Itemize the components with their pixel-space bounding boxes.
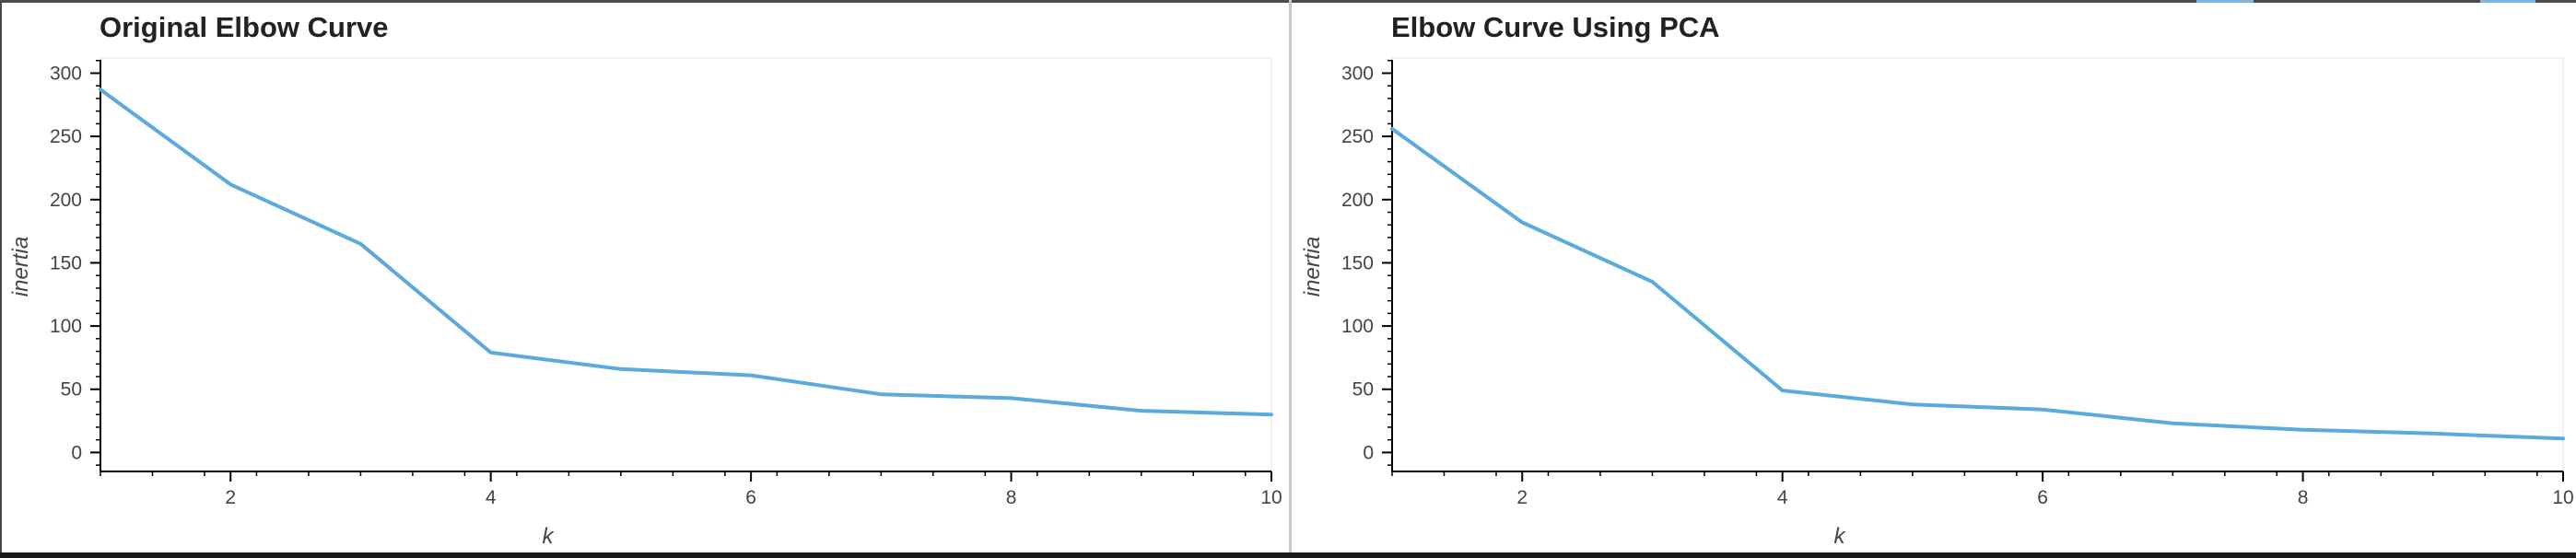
plot-frame bbox=[1391, 57, 2564, 472]
plot-title-pca: Elbow Curve Using PCA bbox=[1391, 11, 1720, 43]
data-point bbox=[1911, 402, 1914, 406]
x-tick-label: 10 bbox=[1260, 487, 1282, 508]
y-tick-label: 250 bbox=[50, 126, 82, 147]
data-point bbox=[2301, 428, 2305, 432]
y-tick-label: 150 bbox=[1341, 252, 1374, 273]
y-tick-label: 0 bbox=[71, 442, 82, 463]
data-point bbox=[2561, 436, 2565, 440]
data-point bbox=[1650, 280, 1654, 284]
x-tick-label: 2 bbox=[1516, 487, 1528, 508]
y-tick-label: 200 bbox=[50, 190, 82, 211]
y-tick-label: 300 bbox=[1341, 63, 1374, 84]
data-point bbox=[99, 87, 102, 91]
y-tick-label: 100 bbox=[50, 316, 82, 337]
data-point bbox=[1390, 127, 1394, 131]
panel-divider bbox=[1289, 0, 1292, 558]
y-tick-label: 100 bbox=[1341, 316, 1374, 337]
plot-title-original: Original Elbow Curve bbox=[100, 11, 389, 43]
series-line bbox=[99, 87, 1273, 417]
x-tick-label: 10 bbox=[2552, 487, 2573, 508]
series-line bbox=[1390, 126, 2565, 441]
x-axis-label: k bbox=[1834, 524, 1847, 549]
data-point bbox=[228, 182, 232, 186]
data-point bbox=[358, 242, 362, 246]
plot-frame bbox=[100, 57, 1272, 472]
elbow-chart-pca[interactable]: 0 50 100 150 200 250 300 2 4 6 8 10 k inertia bbox=[1292, 0, 2576, 552]
data-point bbox=[1140, 409, 1143, 413]
x-tick-label: 4 bbox=[486, 487, 497, 508]
x-tick-label: 8 bbox=[2298, 487, 2309, 508]
y-tick-label: 0 bbox=[1363, 442, 1374, 463]
data-point bbox=[489, 351, 493, 355]
y-axis-label: inertia bbox=[8, 237, 33, 296]
toolbar-accent-1 bbox=[2196, 0, 2254, 3]
data-point bbox=[2041, 408, 2044, 412]
window-left-border bbox=[0, 0, 2, 558]
data-point bbox=[2431, 432, 2435, 436]
data-point bbox=[1270, 413, 1273, 416]
x-tick-label: 4 bbox=[1777, 487, 1788, 508]
window-bottom-border bbox=[0, 552, 2576, 558]
y-tick-label: 200 bbox=[1341, 190, 1374, 211]
data-point bbox=[1781, 389, 1785, 392]
y-tick-label: 250 bbox=[1341, 126, 1374, 147]
plot-panel-pca: Elbow Curve Using PCA 0 50 100 150 200 250 300… bbox=[1292, 0, 2576, 552]
data-point bbox=[2171, 422, 2174, 425]
x-tick-label: 6 bbox=[745, 487, 756, 508]
y-tick-label: 50 bbox=[1352, 379, 1374, 401]
data-point bbox=[879, 392, 883, 396]
x-tick-label: 2 bbox=[225, 487, 236, 508]
data-point bbox=[1520, 221, 1524, 225]
plot-panel-original: Original Elbow Curve 0 50 100 150 200 250 300 2… bbox=[0, 0, 1289, 552]
y-axis-label: inertia bbox=[1300, 237, 1325, 296]
data-point bbox=[619, 367, 623, 371]
x-tick-label: 6 bbox=[2037, 487, 2048, 508]
data-point bbox=[1010, 396, 1013, 400]
x-axis-label: k bbox=[543, 524, 556, 549]
y-tick-label: 300 bbox=[50, 63, 82, 84]
x-tick-label: 8 bbox=[1006, 487, 1017, 508]
elbow-chart-original[interactable]: 0 50 100 150 200 250 300 2 4 6 8 10 k inertia bbox=[0, 0, 1289, 552]
y-tick-label: 150 bbox=[50, 252, 82, 273]
y-tick-label: 50 bbox=[61, 379, 82, 401]
window-top-border bbox=[0, 0, 2576, 3]
toolbar-accent-2 bbox=[2480, 0, 2535, 3]
data-point bbox=[749, 374, 753, 378]
